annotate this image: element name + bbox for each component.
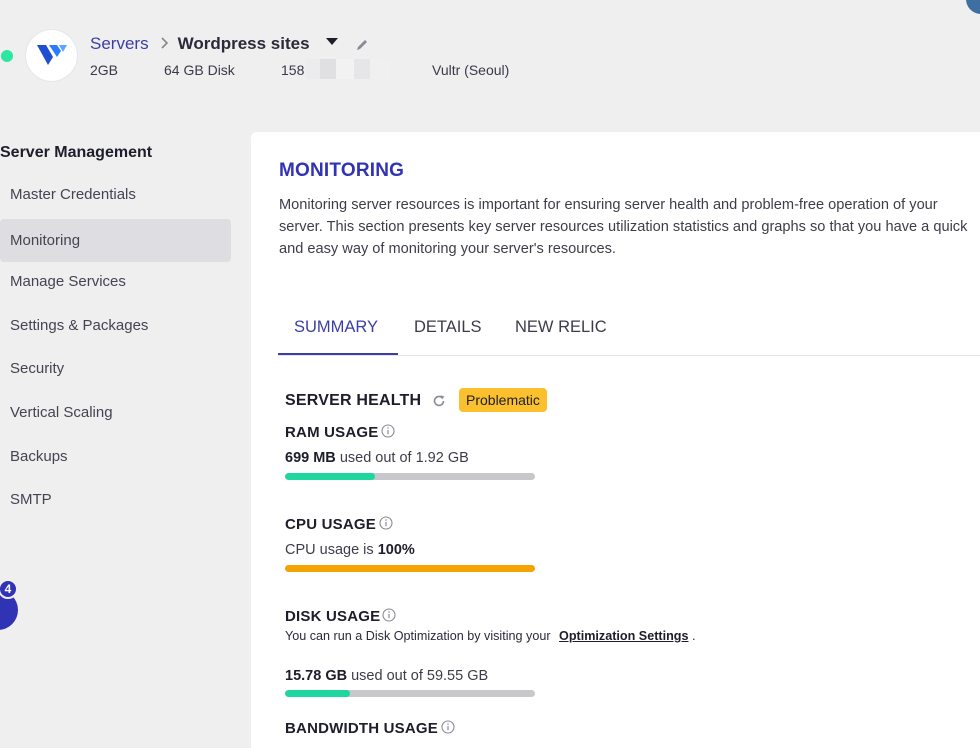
sidebar-item-monitoring[interactable]: Monitoring bbox=[0, 219, 231, 262]
sidebar-item-settings-packages[interactable]: Settings & Packages bbox=[10, 317, 149, 334]
disk-used-value: 15.78 GB bbox=[285, 668, 348, 684]
ip-redaction bbox=[306, 59, 390, 79]
disk-optimization-note: You can run a Disk Optimization by visit… bbox=[285, 629, 695, 643]
app-switcher-caret-icon[interactable] bbox=[326, 38, 338, 45]
tab-new-relic[interactable]: NEW RELIC bbox=[515, 318, 607, 336]
optimization-settings-link[interactable]: Optimization Settings bbox=[559, 629, 689, 643]
cpu-info-icon[interactable] bbox=[379, 516, 393, 535]
sidebar-item-backups[interactable]: Backups bbox=[10, 448, 68, 465]
active-tab-indicator bbox=[278, 353, 398, 355]
chat-launcher-button[interactable] bbox=[0, 590, 18, 630]
ram-usage-title: RAM USAGE bbox=[285, 424, 379, 441]
cpu-usage-value: 100% bbox=[377, 542, 415, 558]
server-health-status-badge: Problematic bbox=[459, 388, 547, 412]
server-ram: 2GB bbox=[90, 62, 119, 78]
monitoring-panel: MONITORING Monitoring server resources i… bbox=[251, 132, 980, 748]
server-ip: 158 bbox=[281, 62, 305, 78]
sidebar-title: Server Management bbox=[0, 144, 153, 161]
sidebar-item-manage-services[interactable]: Manage Services bbox=[10, 273, 126, 290]
breadcrumb-servers-link[interactable]: Servers bbox=[90, 34, 149, 53]
sidebar-item-security[interactable]: Security bbox=[10, 360, 65, 377]
disk-note-text: You can run a Disk Optimization by visit… bbox=[285, 629, 551, 643]
cpu-usage-title: CPU USAGE bbox=[285, 516, 376, 533]
tab-details[interactable]: DETAILS bbox=[414, 318, 482, 336]
ram-usage-bar bbox=[285, 473, 535, 480]
server-health-title: SERVER HEALTH bbox=[285, 392, 422, 409]
sidebar-item-smtp[interactable]: SMTP bbox=[10, 491, 52, 508]
ram-usage-text: 699 MB used out of 1.92 GB bbox=[285, 450, 469, 466]
disk-usage-text: 15.78 GB used out of 59.55 GB bbox=[285, 668, 488, 684]
bandwidth-info-icon[interactable] bbox=[441, 720, 455, 739]
ram-usage-bar-fill bbox=[285, 473, 375, 480]
sidebar-item-master-credentials[interactable]: Master Credentials bbox=[10, 186, 136, 203]
vultr-logo bbox=[26, 30, 77, 81]
notification-count-badge: 4 bbox=[0, 579, 18, 599]
tab-summary[interactable]: SUMMARY bbox=[294, 318, 379, 336]
ram-used-value: 699 MB bbox=[285, 450, 336, 466]
edit-name-icon[interactable] bbox=[355, 38, 369, 57]
disk-usage-bar bbox=[285, 690, 535, 697]
vultr-logo-icon bbox=[36, 44, 67, 65]
monitoring-tabs: SUMMARY DETAILS NEW RELIC bbox=[278, 312, 980, 356]
bandwidth-usage-title: BANDWIDTH USAGE bbox=[285, 720, 438, 737]
server-status-dot bbox=[1, 50, 13, 62]
disk-note-end: . bbox=[691, 629, 696, 643]
page-description: Monitoring server resources is important… bbox=[279, 197, 968, 257]
ram-used-suffix: used out of 1.92 GB bbox=[339, 450, 469, 466]
cpu-usage-text: CPU usage is 100% bbox=[285, 542, 415, 558]
breadcrumb: Servers Wordpress sites bbox=[90, 34, 310, 54]
cpu-usage-prefix: CPU usage is bbox=[285, 542, 374, 558]
cpu-usage-bar-fill bbox=[285, 565, 535, 572]
server-disk: 64 GB Disk bbox=[164, 62, 235, 78]
ram-info-icon[interactable] bbox=[381, 424, 395, 443]
disk-usage-bar-fill bbox=[285, 690, 350, 697]
sidebar-item-vertical-scaling[interactable]: Vertical Scaling bbox=[10, 404, 113, 421]
refresh-icon[interactable] bbox=[432, 394, 446, 413]
cpu-usage-bar bbox=[285, 565, 535, 572]
disk-info-icon[interactable] bbox=[382, 608, 396, 627]
disk-usage-title: DISK USAGE bbox=[285, 608, 381, 625]
edge-circle-top bbox=[966, 0, 980, 14]
chevron-right-icon bbox=[161, 36, 169, 52]
page-title: MONITORING bbox=[279, 160, 405, 181]
server-provider: Vultr (Seoul) bbox=[432, 62, 510, 78]
disk-used-suffix: used out of 59.55 GB bbox=[351, 668, 489, 684]
app-name: Wordpress sites bbox=[177, 34, 310, 53]
